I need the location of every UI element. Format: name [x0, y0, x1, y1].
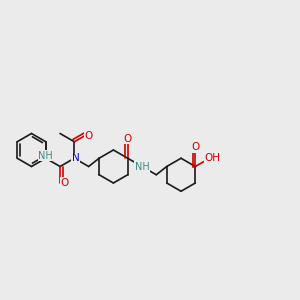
Text: NH: NH — [135, 161, 149, 172]
Text: O: O — [191, 142, 200, 152]
Text: NH: NH — [38, 151, 53, 161]
Text: N: N — [72, 153, 80, 163]
Text: OH: OH — [205, 153, 220, 163]
Text: O: O — [124, 134, 132, 144]
Text: O: O — [85, 131, 93, 141]
Text: O: O — [61, 178, 69, 188]
